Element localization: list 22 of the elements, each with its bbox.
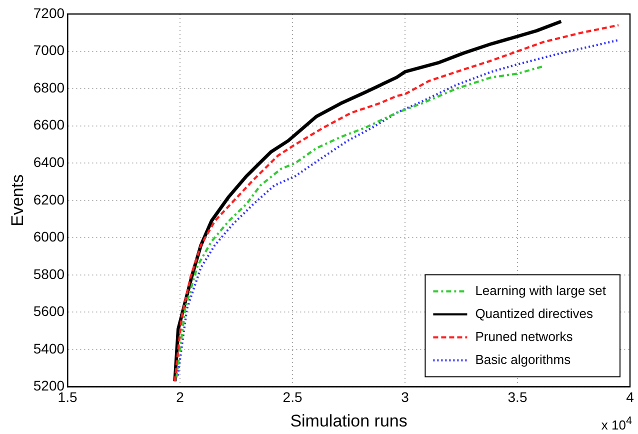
y-tick-label: 5600 [33, 303, 65, 320]
y-tick-label: 6000 [33, 228, 65, 245]
x-tick-label: 4 [626, 389, 634, 406]
x-tick-label: 2.5 [282, 389, 302, 406]
y-tick-label: 6200 [33, 191, 65, 208]
y-tick-label: 6400 [33, 154, 65, 170]
text: x 10$^{4}$ [601, 414, 632, 432]
y-tick-label: 6800 [33, 79, 65, 96]
y-tick-label: 6600 [33, 116, 65, 133]
legend-label: Pruned networks [475, 328, 574, 344]
x-tick-label: 3 [401, 389, 410, 406]
x-tick-label: 2 [176, 389, 184, 406]
legend-label: Quantized directives [475, 306, 594, 321]
y-tick-label: 5800 [33, 266, 65, 282]
y-tick-label: 7200 [33, 4, 65, 21]
y-axis-title: Events [8, 174, 27, 226]
y-tick-label: 7000 [33, 42, 65, 58]
legend-label: Learning with large set [475, 282, 606, 298]
legend-label: Basic algorithms [475, 352, 572, 367]
x-axis-title: Simulation runs [290, 411, 408, 430]
x-tick-label: 3.5 [508, 389, 528, 406]
y-tick-label: 5400 [33, 340, 65, 356]
